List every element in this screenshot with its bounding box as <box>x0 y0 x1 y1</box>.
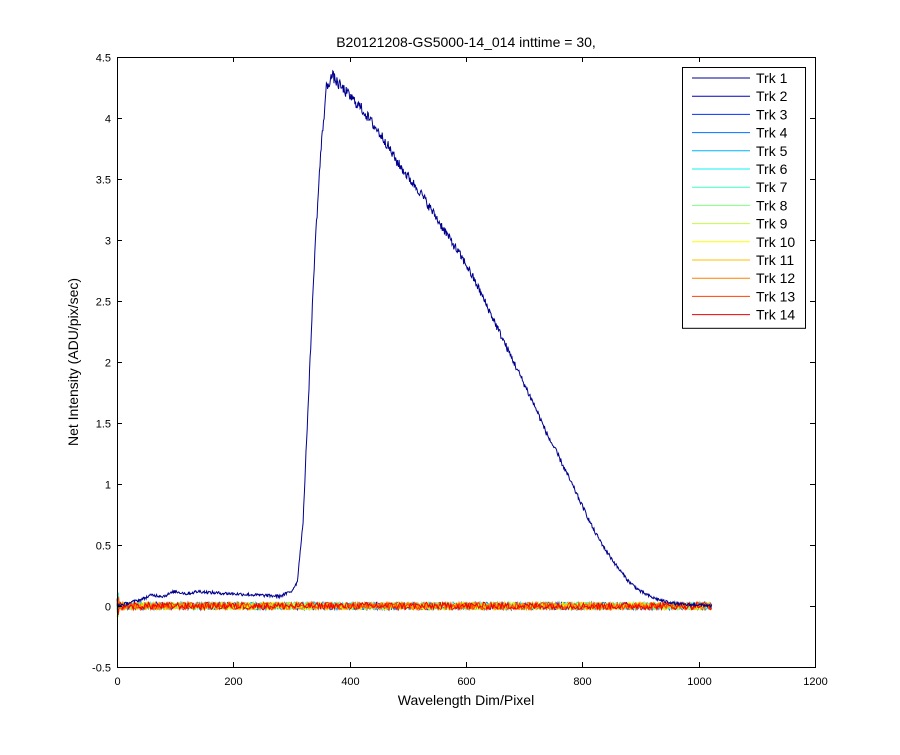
x-tick-label: 200 <box>224 676 242 688</box>
legend-label: Trk 5 <box>756 143 788 159</box>
legend-label: Trk 14 <box>756 307 795 323</box>
y-tick-label: 4 <box>105 114 111 126</box>
x-tick-label: 400 <box>341 676 359 688</box>
x-tick-label: 800 <box>573 676 591 688</box>
legend-label: Trk 6 <box>756 161 788 177</box>
y-tick-label: 2.5 <box>96 297 111 309</box>
legend: Trk 1 Trk 2 Trk 3 Trk 4 Trk 5 Trk 6 Trk 7 Trk 8… <box>682 67 806 329</box>
y-axis-label: Net Intensity (ADU/pix/sec) <box>65 278 81 446</box>
legend-label: Trk 10 <box>756 234 795 250</box>
legend-label: Trk 1 <box>756 70 788 86</box>
y-tick-label: 4.5 <box>96 53 111 65</box>
legend-label: Trk 9 <box>756 216 788 232</box>
legend-label: Trk 4 <box>756 125 788 141</box>
legend-box <box>682 67 806 329</box>
legend-label: Trk 13 <box>756 288 795 304</box>
x-tick-label: 0 <box>114 676 120 688</box>
x-axis-label: Wavelength Dim/Pixel <box>398 692 534 708</box>
y-tick-label: 3 <box>105 236 111 248</box>
legend-label: Trk 11 <box>756 252 794 268</box>
legend-label: Trk 7 <box>756 179 788 195</box>
legend-label: Trk 2 <box>756 88 788 104</box>
y-tick-label: 1.5 <box>96 419 111 431</box>
x-tick-label: 1000 <box>687 676 711 688</box>
y-tick-label: 0.5 <box>96 541 111 553</box>
legend-label: Trk 8 <box>756 197 788 213</box>
y-tick-label: 3.5 <box>96 175 111 187</box>
legend-label: Trk 12 <box>756 270 795 286</box>
series-line <box>116 598 712 616</box>
x-tick-label: 1200 <box>803 676 827 688</box>
y-tick-label: 0 <box>105 602 111 614</box>
tick-layer: 0 200 400 600 800 1000 1200-0.500.511.522.533.… <box>92 53 828 689</box>
chart-title: B20121208-GS5000-14_014 inttime = 30, <box>336 34 596 50</box>
y-tick-label: 1 <box>105 480 111 492</box>
x-tick-label: 600 <box>457 676 475 688</box>
series-line <box>116 69 713 609</box>
y-tick-label: 2 <box>105 358 111 370</box>
y-tick-label: -0.5 <box>92 663 111 675</box>
legend-label: Trk 3 <box>756 106 788 122</box>
series-layer <box>116 69 713 618</box>
